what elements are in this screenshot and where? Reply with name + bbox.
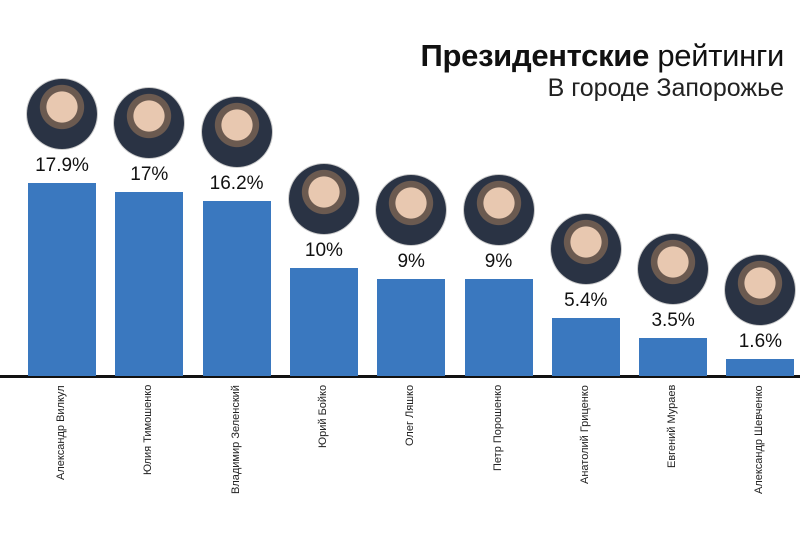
x-tick-label: Олег Ляшко xyxy=(404,384,417,446)
data-label: 17% xyxy=(130,164,169,186)
candidate-photo xyxy=(376,174,447,245)
x-tick-label: Юрий Бойко xyxy=(316,384,329,448)
candidate-photo xyxy=(725,254,796,325)
x-tick-label: Александр Вилкул xyxy=(55,385,67,480)
bar xyxy=(115,192,184,376)
data-label: 10% xyxy=(304,240,343,261)
data-label: 17.9% xyxy=(35,154,89,176)
title-regular: рейтинги xyxy=(657,38,784,73)
data-label: 16.2% xyxy=(209,173,264,195)
chart-title: Президентские рейтинги xyxy=(420,38,785,74)
data-label: 5.4% xyxy=(564,289,608,311)
chart-subtitle: В городе Запорожье xyxy=(547,74,784,102)
x-axis-line xyxy=(0,375,800,378)
data-label: 9% xyxy=(397,250,425,272)
bar xyxy=(28,182,96,376)
bar xyxy=(377,278,446,376)
candidate-photo xyxy=(201,97,272,168)
candidate-photo xyxy=(288,164,359,234)
title-bold: Президентские xyxy=(420,38,650,73)
candidate-photo xyxy=(114,88,185,159)
bar xyxy=(726,358,795,376)
x-tick-label: Юлия Тимошенко xyxy=(142,384,155,475)
data-label: 1.6% xyxy=(738,330,783,352)
x-tick-label: Анатолий Гриценко xyxy=(578,385,591,484)
x-tick-label: Александр Шевченко xyxy=(753,385,766,494)
bar xyxy=(639,338,708,376)
x-tick-label: Владимир Зеленский xyxy=(229,385,242,494)
bar xyxy=(202,201,271,376)
bar xyxy=(464,278,533,376)
data-label: 9% xyxy=(484,250,513,272)
candidate-photo xyxy=(463,174,534,245)
candidate-photo xyxy=(27,78,97,149)
bar xyxy=(551,317,620,376)
candidate-photo xyxy=(638,234,709,305)
x-tick-label: Евгений Мураев xyxy=(666,384,679,468)
bar xyxy=(289,268,358,376)
candidate-photo xyxy=(550,213,621,284)
data-label: 3.5% xyxy=(651,310,695,332)
x-tick-label: Петр Порошенко xyxy=(491,384,504,471)
